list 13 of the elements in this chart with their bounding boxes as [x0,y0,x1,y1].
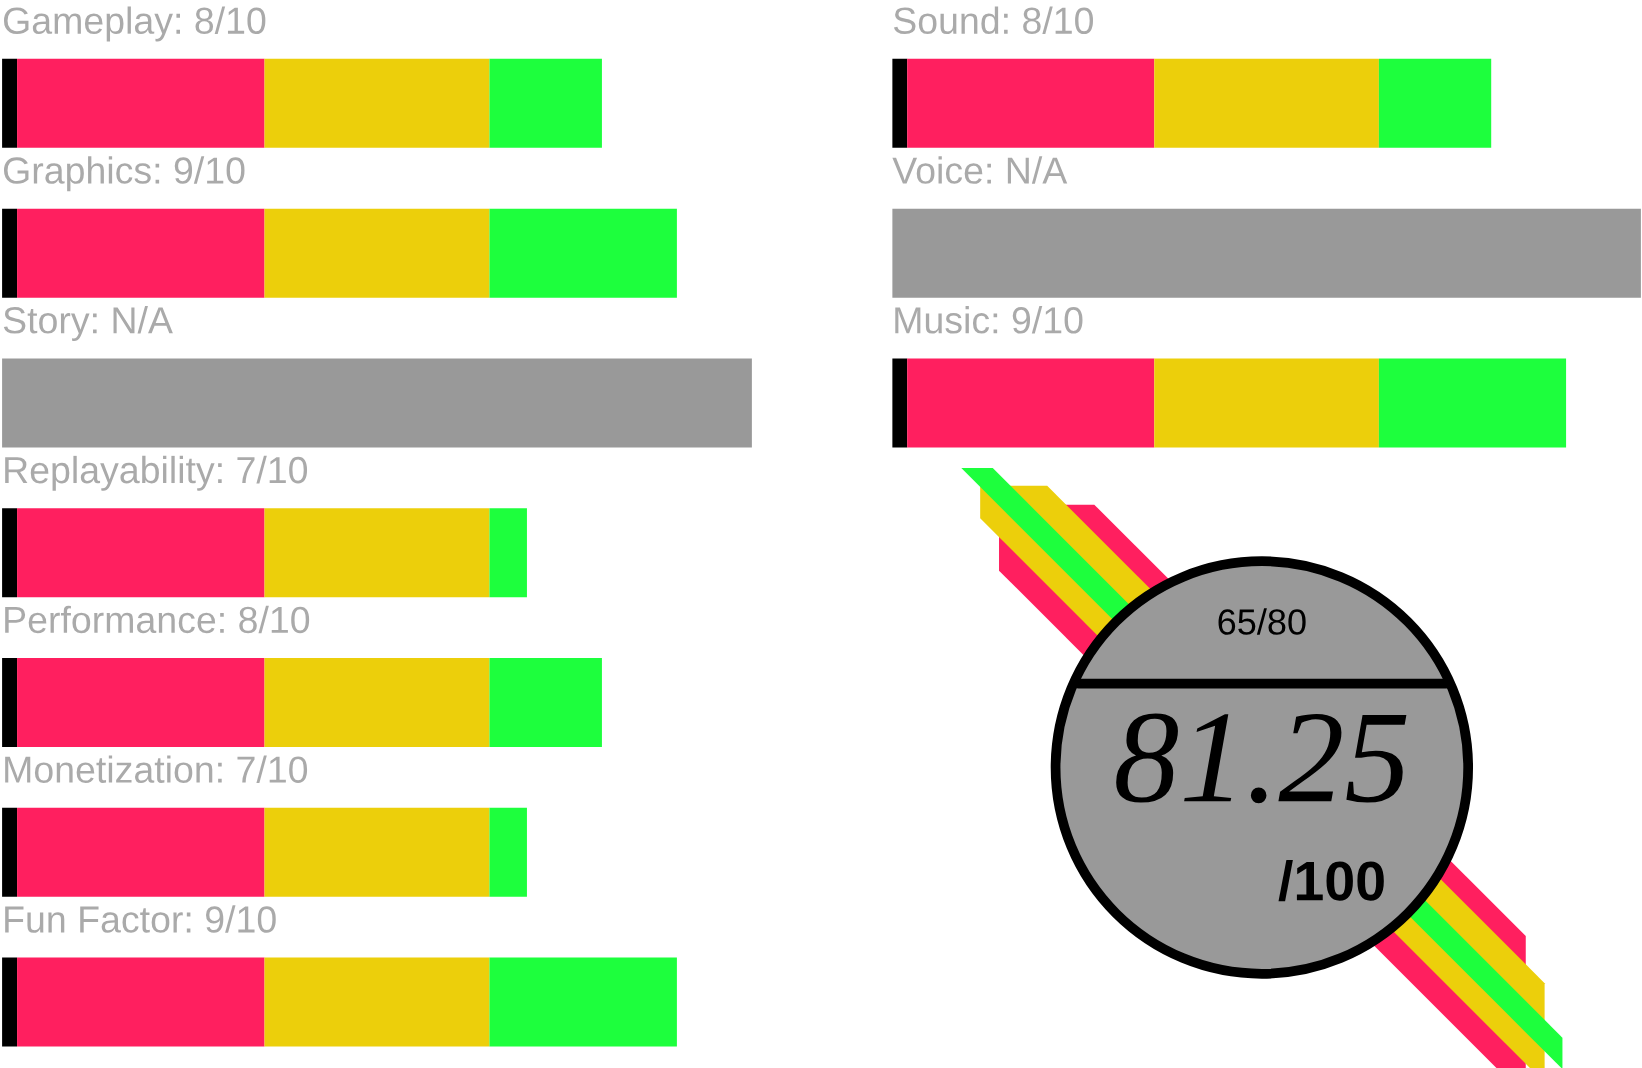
y-tick-label: Graphics: 9/10 [3,156,245,192]
y-tick-label: Fun Factor: 9/10 [5,905,276,933]
y-tick-label: Monetization: 7/10 [5,755,308,783]
y-tick-label: Sound: 8/10 [893,6,1093,35]
y-tick-label: Story: N/A [3,306,173,342]
y-tick-label: Music: 9/10 [895,306,1083,334]
text: /100 [1278,859,1384,902]
y-tick-label: Gameplay: 8/10 [3,6,266,42]
y-tick-label: Replayability: 7/10 [5,455,308,491]
y-tick-label: Performance: 8/10 [5,605,310,634]
y-tick-label: Voice: N/A [892,156,1068,184]
text: 65/80 [1218,608,1306,635]
text: 81.25 [1116,713,1407,804]
